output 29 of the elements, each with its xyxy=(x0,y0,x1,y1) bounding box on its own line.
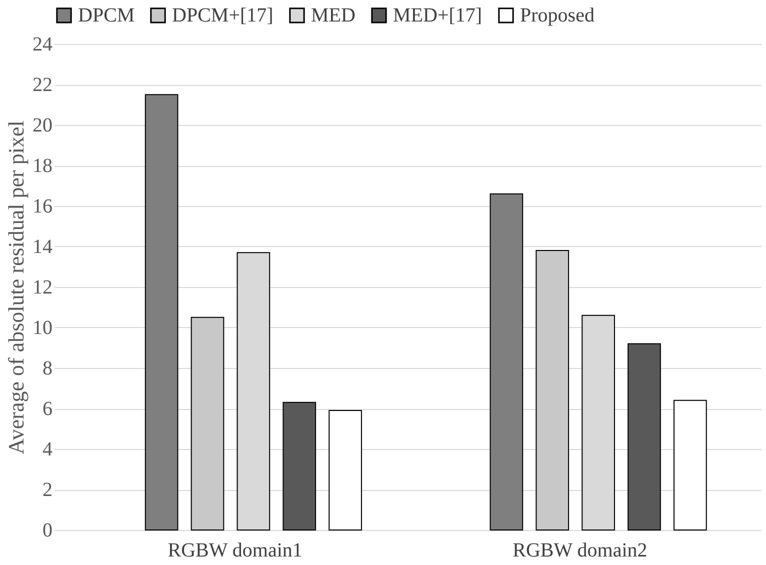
bar xyxy=(490,193,524,530)
bar xyxy=(628,343,661,530)
legend-label: Proposed xyxy=(520,4,594,26)
y-tick-label: 16 xyxy=(32,196,52,218)
bar xyxy=(536,250,570,530)
y-tick-label: 0 xyxy=(42,520,52,542)
legend-label: DPCM xyxy=(78,4,135,26)
bar xyxy=(674,400,707,530)
x-tick-label: RGBW domain1 xyxy=(168,540,302,562)
bar xyxy=(190,316,224,530)
y-tick-label: 22 xyxy=(32,74,52,96)
y-tick-label: 24 xyxy=(32,34,52,56)
y-tick-label: 2 xyxy=(42,479,52,501)
bar xyxy=(282,402,316,530)
y-tick-label: 6 xyxy=(42,398,52,420)
y-axis-title: Average of absolute residual per pixel xyxy=(4,120,28,454)
x-tick-label: RGBW domain2 xyxy=(512,540,648,562)
bar xyxy=(144,94,178,530)
legend-label: DPCM+[17] xyxy=(172,4,274,26)
legend-label: MED+[17] xyxy=(393,4,482,26)
y-tick-label: 4 xyxy=(42,438,52,460)
y-tick-label: 20 xyxy=(32,114,52,136)
bar xyxy=(328,410,362,530)
y-tick-label: 14 xyxy=(32,236,52,258)
legend-label: MED xyxy=(311,4,356,26)
y-tick-label: 18 xyxy=(32,155,52,177)
y-tick-label: 10 xyxy=(32,317,52,339)
y-tick-label: 8 xyxy=(42,358,52,380)
y-tick-label: 12 xyxy=(32,276,52,298)
